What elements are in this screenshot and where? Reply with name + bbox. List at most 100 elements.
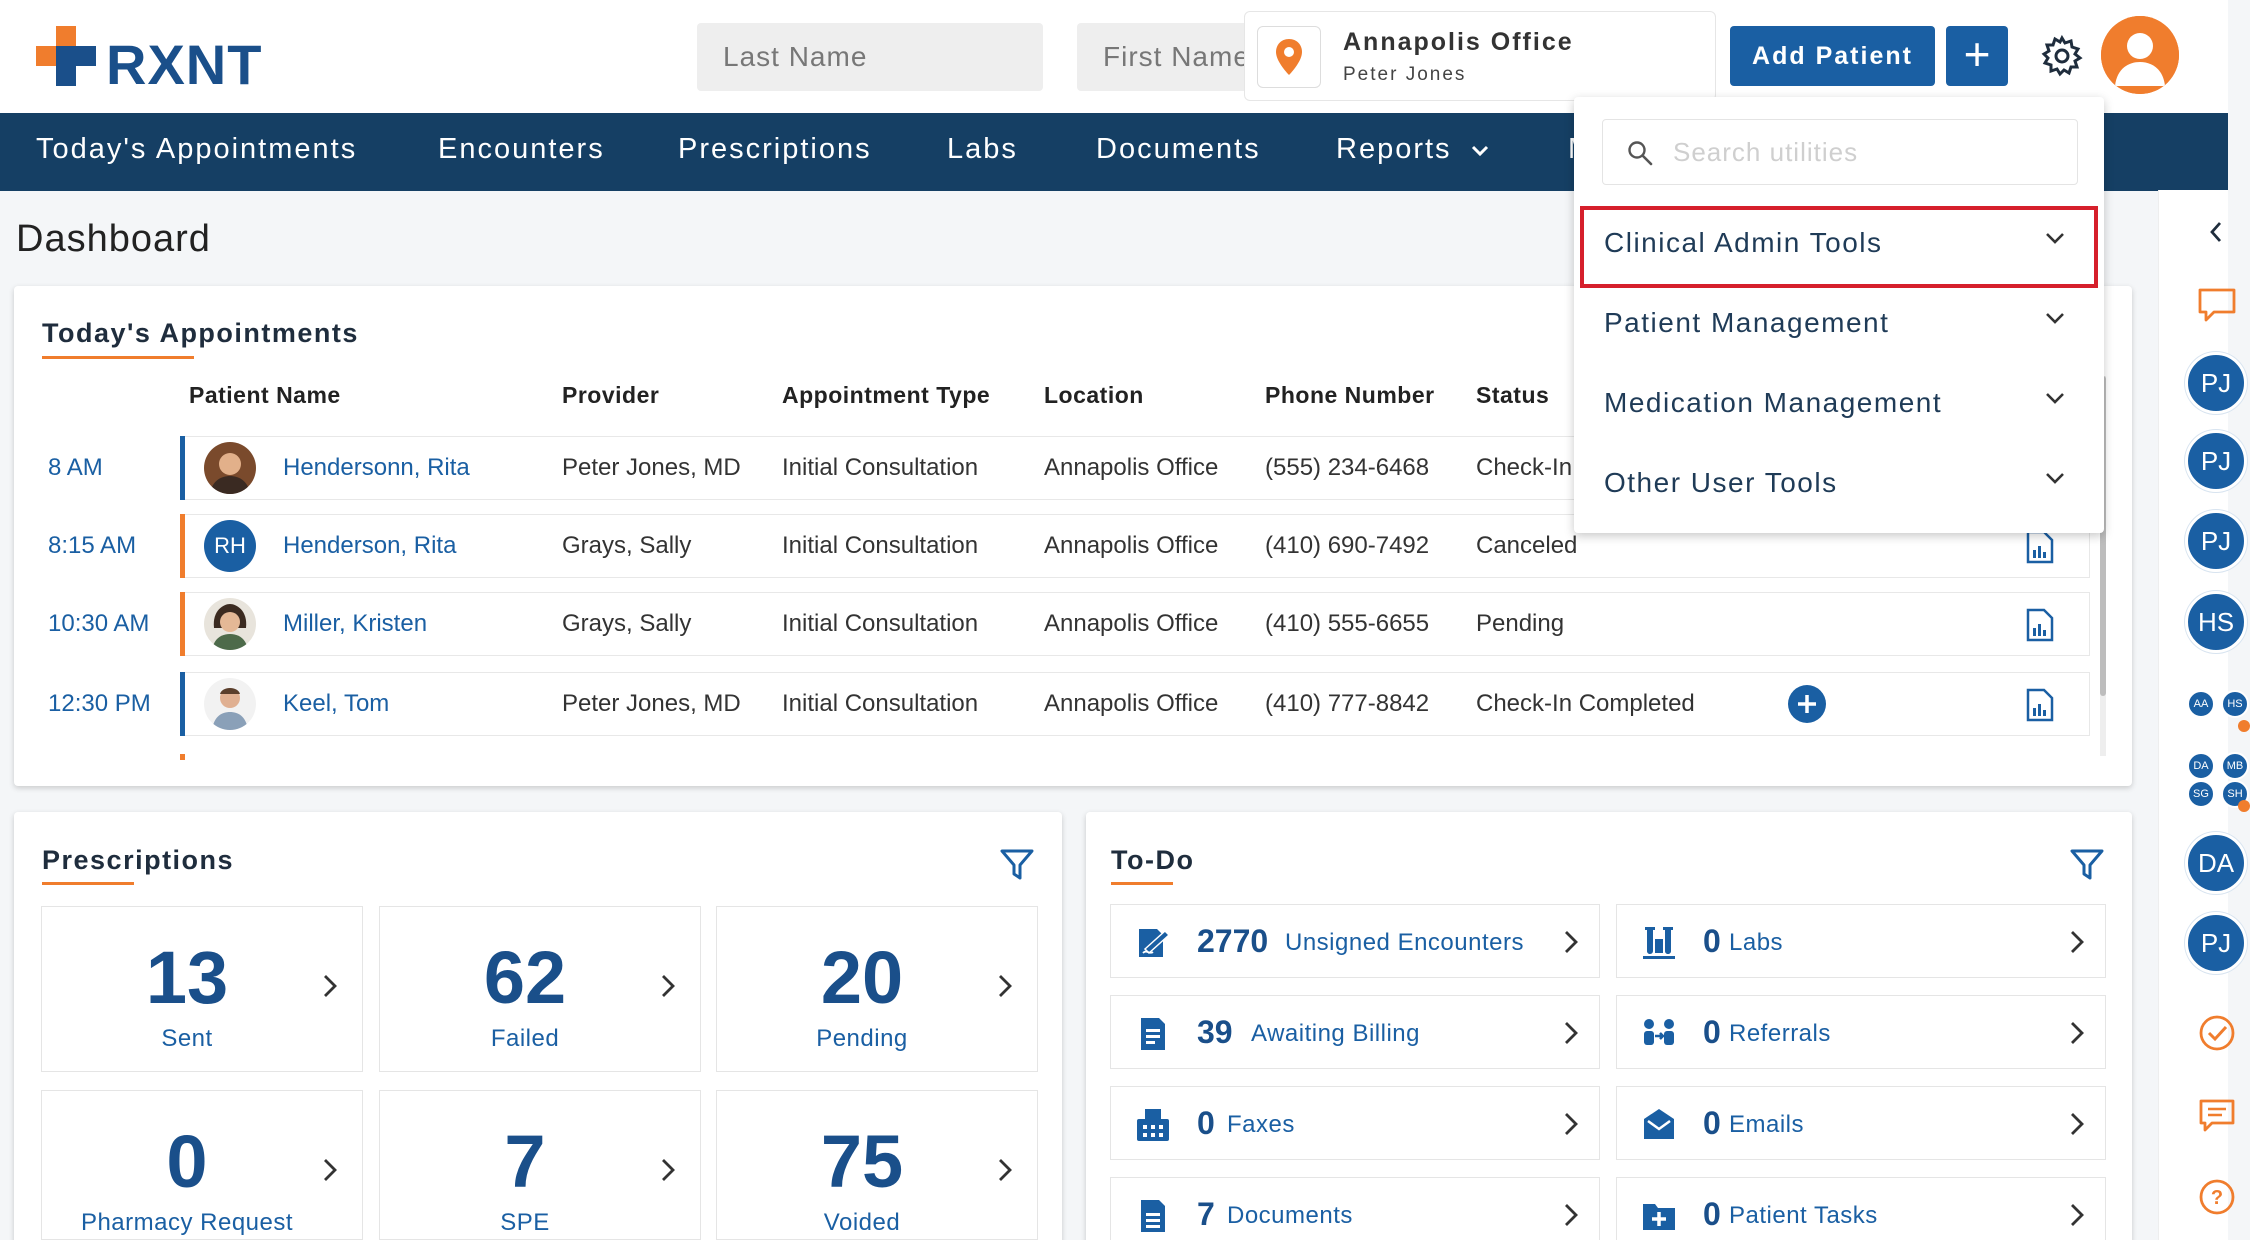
rail-avatar-hs[interactable]: HS (2185, 591, 2247, 653)
report-document-icon[interactable] (2026, 688, 2054, 722)
add-circle-icon[interactable] (1787, 684, 1827, 724)
table-row[interactable]: 8:15 AM RH Henderson, Rita Grays, Sally … (14, 514, 2092, 580)
referral-icon (1644, 1019, 1674, 1045)
status: Canceled (1476, 532, 1578, 559)
col-appointment-type[interactable]: Appointment Type (782, 382, 991, 408)
chevron-right-icon (324, 1159, 337, 1181)
check-circle-icon[interactable] (2198, 1014, 2236, 1052)
help-icon[interactable]: ? (2198, 1178, 2236, 1216)
utilities-search[interactable] (1602, 119, 2078, 185)
nav-reports[interactable]: Reports (1336, 133, 1452, 165)
patient-name-link[interactable]: Keel, Tom (283, 690, 390, 717)
report-document-icon[interactable] (2026, 608, 2054, 642)
rx-pending-count: 20 (820, 936, 904, 1019)
office-selector[interactable]: Annapolis Office Peter Jones (1244, 11, 1716, 101)
nav-prescriptions[interactable]: Prescriptions (678, 133, 872, 165)
col-provider[interactable]: Provider (562, 382, 660, 408)
table-row[interactable]: 10:30 AM Miller, Kristen Grays, Sally In… (14, 592, 2092, 658)
menu-item-medication-management[interactable]: Medication Management (1574, 363, 2104, 443)
todo-emails[interactable]: 0 Emails (1616, 1086, 2106, 1160)
rx-pending-label: Pending (816, 1025, 908, 1052)
rx-pharmacy-request-label: Pharmacy Request (80, 1209, 294, 1236)
location: Annapolis Office (1044, 454, 1219, 481)
highlight-box (1580, 206, 2098, 288)
rx-sent-tile[interactable]: 13 Sent (41, 906, 363, 1072)
gear-icon[interactable] (2038, 32, 2086, 80)
patient-name-link[interactable]: Henderson, Rita (283, 532, 457, 559)
chevron-right-icon (1565, 1204, 1578, 1226)
prescriptions-title-underline (42, 882, 134, 885)
menu-item-patient-management[interactable]: Patient Management (1574, 283, 2104, 363)
location: Annapolis Office (1044, 690, 1219, 717)
flask-icon (1643, 927, 1675, 959)
todo-filter-icon[interactable] (2069, 848, 2105, 882)
nav-todays-appointments[interactable]: Today's Appointments (36, 133, 358, 165)
add-button[interactable]: + (1946, 26, 2008, 86)
todo-referrals[interactable]: 0 Referrals (1616, 995, 2106, 1069)
rx-voided-count: 75 (820, 1120, 904, 1203)
user-avatar[interactable] (2101, 16, 2179, 94)
row-status-bar (180, 436, 185, 500)
todo-labs[interactable]: 0 Labs (1616, 904, 2106, 978)
col-patient-name[interactable]: Patient Name (189, 382, 341, 408)
document-icon (1141, 1200, 1165, 1232)
rail-avatar-pj[interactable]: PJ (2185, 912, 2247, 974)
appointments-title: Today's Appointments (42, 318, 359, 348)
rail-mini-avatar[interactable]: DA (2187, 752, 2215, 780)
nav-labs[interactable]: Labs (947, 133, 1018, 165)
message-icon[interactable] (2198, 1098, 2236, 1134)
col-location[interactable]: Location (1044, 382, 1144, 408)
appointment-type: Initial Consultation (782, 690, 979, 717)
rx-pharmacy-request-count: 0 (166, 1120, 208, 1203)
nav-documents[interactable]: Documents (1096, 133, 1261, 165)
rxnt-logo[interactable]: RXNT (36, 26, 266, 96)
rail-avatar-pj[interactable]: PJ (2185, 510, 2247, 572)
table-row[interactable]: 12:30 PM Keel, Tom Peter Jones, MD Initi… (14, 672, 2092, 738)
rail-avatar-pj[interactable]: PJ (2185, 352, 2247, 414)
appointment-type: Initial Consultation (782, 610, 979, 637)
rail-avatar-pj[interactable]: PJ (2185, 430, 2247, 492)
prescriptions-filter-icon[interactable] (999, 848, 1035, 882)
next-row-bar (180, 754, 185, 760)
todo-unsigned-encounters[interactable]: 2770 Unsigned Encounters (1110, 904, 1600, 978)
rail-avatar-da[interactable]: DA (2185, 832, 2247, 894)
reports-chevron-down-icon[interactable] (1470, 144, 1490, 158)
rx-failed-tile[interactable]: 62 Failed (379, 906, 701, 1072)
chevron-left-icon[interactable] (2208, 220, 2224, 244)
rail-mini-avatar[interactable]: AA (2187, 690, 2215, 718)
menu-item-label: Medication Management (1604, 387, 1943, 418)
rail-mini-avatar[interactable]: HS (2221, 690, 2249, 718)
rail-mini-avatar[interactable]: MB (2221, 752, 2249, 780)
nav-encounters[interactable]: Encounters (438, 133, 605, 165)
patient-name-link[interactable]: Hendersonn, Rita (283, 454, 470, 481)
menu-item-clinical-admin-tools[interactable]: Clinical Admin Tools (1574, 203, 2104, 288)
patient-name-link[interactable]: Miller, Kristen (283, 610, 428, 637)
todo-documents[interactable]: 7 Documents (1110, 1177, 1600, 1240)
report-document-icon[interactable] (2026, 530, 2054, 564)
appointments-title-underline (42, 356, 194, 359)
col-phone-number[interactable]: Phone Number (1265, 382, 1435, 408)
rail-mini-avatar[interactable]: SG (2187, 780, 2215, 808)
patient-photo (204, 442, 256, 494)
chevron-down-icon (2046, 313, 2064, 324)
todo-count: 0 (1703, 1196, 1721, 1232)
rx-pharmacy-request-tile[interactable]: 0 Pharmacy Request (41, 1090, 363, 1240)
table-row[interactable]: 8 AM Hendersonn, Rita Peter Jones, MD In… (14, 436, 2092, 502)
patient-photo (204, 598, 256, 650)
add-patient-button[interactable]: Add Patient (1730, 26, 1935, 86)
rx-spe-tile[interactable]: 7 SPE (379, 1090, 701, 1240)
utilities-search-input[interactable] (1673, 132, 2063, 172)
rx-pending-tile[interactable]: 20 Pending (716, 906, 1038, 1072)
todo-faxes[interactable]: 0 Faxes (1110, 1086, 1600, 1160)
col-status[interactable]: Status (1476, 382, 1550, 408)
last-name-input[interactable] (697, 23, 1043, 91)
chevron-right-icon (1565, 931, 1578, 953)
appointments-scrollbar[interactable] (2100, 376, 2106, 756)
todo-awaiting-billing[interactable]: 39 Awaiting Billing (1110, 995, 1600, 1069)
chat-icon[interactable] (2196, 286, 2238, 324)
rx-voided-tile[interactable]: 75 Voided (716, 1090, 1038, 1240)
menu-item-other-user-tools[interactable]: Other User Tools (1574, 443, 2104, 523)
appointment-time: 12:30 PM (48, 690, 151, 717)
todo-patient-tasks[interactable]: 0 Patient Tasks (1616, 1177, 2106, 1240)
